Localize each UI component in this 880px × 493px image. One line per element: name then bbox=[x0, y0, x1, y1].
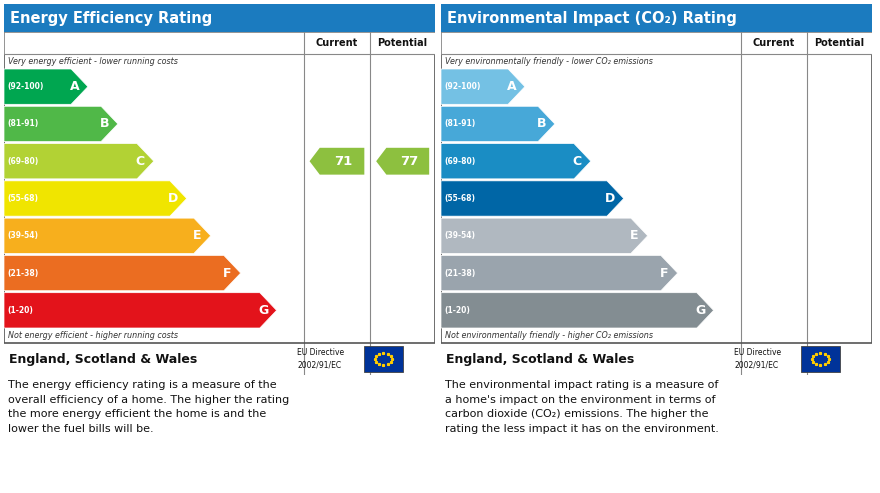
Polygon shape bbox=[4, 293, 276, 328]
Text: A: A bbox=[70, 80, 79, 93]
Bar bbox=[4, 32, 435, 54]
Text: (92-100): (92-100) bbox=[444, 82, 480, 91]
Text: A: A bbox=[507, 80, 517, 93]
Polygon shape bbox=[441, 218, 648, 253]
Text: Very environmentally friendly - lower CO₂ emissions: Very environmentally friendly - lower CO… bbox=[445, 57, 653, 66]
Text: (92-100): (92-100) bbox=[7, 82, 43, 91]
Bar bbox=[801, 346, 840, 372]
Text: F: F bbox=[660, 267, 669, 280]
Bar bbox=[4, 343, 435, 375]
Bar bbox=[441, 4, 872, 32]
Polygon shape bbox=[376, 148, 429, 175]
Polygon shape bbox=[441, 293, 714, 328]
Text: Very energy efficient - lower running costs: Very energy efficient - lower running co… bbox=[8, 57, 178, 66]
Text: Energy Efficiency Rating: Energy Efficiency Rating bbox=[10, 10, 212, 26]
Text: E: E bbox=[630, 229, 639, 242]
Text: England, Scotland & Wales: England, Scotland & Wales bbox=[446, 352, 634, 365]
Text: Current: Current bbox=[752, 38, 795, 48]
Bar bbox=[4, 4, 435, 32]
Text: (21-38): (21-38) bbox=[7, 269, 38, 278]
Text: G: G bbox=[695, 304, 705, 317]
Text: Not energy efficient - higher running costs: Not energy efficient - higher running co… bbox=[8, 331, 178, 341]
Text: Potential: Potential bbox=[378, 38, 428, 48]
Polygon shape bbox=[441, 143, 590, 179]
Text: (81-91): (81-91) bbox=[444, 119, 475, 129]
Text: (81-91): (81-91) bbox=[7, 119, 38, 129]
Bar bbox=[441, 343, 872, 375]
Text: (55-68): (55-68) bbox=[444, 194, 475, 203]
Polygon shape bbox=[4, 218, 210, 253]
Text: (39-54): (39-54) bbox=[7, 231, 38, 240]
Text: 71: 71 bbox=[334, 155, 353, 168]
Text: D: D bbox=[168, 192, 179, 205]
Text: (1-20): (1-20) bbox=[7, 306, 33, 315]
Text: F: F bbox=[223, 267, 231, 280]
Text: D: D bbox=[605, 192, 615, 205]
Polygon shape bbox=[4, 143, 154, 179]
Text: EU Directive
2002/91/EC: EU Directive 2002/91/EC bbox=[297, 348, 344, 370]
Text: EU Directive
2002/91/EC: EU Directive 2002/91/EC bbox=[734, 348, 781, 370]
Polygon shape bbox=[441, 255, 678, 291]
Text: (39-54): (39-54) bbox=[444, 231, 475, 240]
Text: B: B bbox=[99, 117, 109, 131]
Text: (55-68): (55-68) bbox=[7, 194, 38, 203]
Text: England, Scotland & Wales: England, Scotland & Wales bbox=[9, 352, 197, 365]
Polygon shape bbox=[4, 181, 187, 216]
Text: (1-20): (1-20) bbox=[444, 306, 470, 315]
Text: (69-80): (69-80) bbox=[7, 157, 38, 166]
Text: Potential: Potential bbox=[815, 38, 865, 48]
Bar bbox=[441, 32, 872, 54]
Text: (69-80): (69-80) bbox=[444, 157, 475, 166]
Polygon shape bbox=[441, 106, 554, 141]
Text: E: E bbox=[193, 229, 202, 242]
Polygon shape bbox=[4, 255, 240, 291]
Text: G: G bbox=[258, 304, 268, 317]
Polygon shape bbox=[310, 148, 364, 175]
Text: C: C bbox=[573, 155, 582, 168]
Bar bbox=[364, 346, 403, 372]
Text: C: C bbox=[136, 155, 145, 168]
Text: Not environmentally friendly - higher CO₂ emissions: Not environmentally friendly - higher CO… bbox=[445, 331, 653, 341]
Text: The energy efficiency rating is a measure of the
overall efficiency of a home. T: The energy efficiency rating is a measur… bbox=[8, 381, 290, 434]
Polygon shape bbox=[441, 69, 524, 105]
Text: The environmental impact rating is a measure of
a home's impact on the environme: The environmental impact rating is a mea… bbox=[445, 381, 719, 434]
Polygon shape bbox=[441, 181, 624, 216]
Text: 77: 77 bbox=[400, 155, 418, 168]
Text: Current: Current bbox=[316, 38, 358, 48]
Polygon shape bbox=[4, 69, 88, 105]
Text: (21-38): (21-38) bbox=[444, 269, 475, 278]
Text: B: B bbox=[537, 117, 546, 131]
Polygon shape bbox=[4, 106, 118, 141]
Text: Environmental Impact (CO₂) Rating: Environmental Impact (CO₂) Rating bbox=[447, 10, 737, 26]
